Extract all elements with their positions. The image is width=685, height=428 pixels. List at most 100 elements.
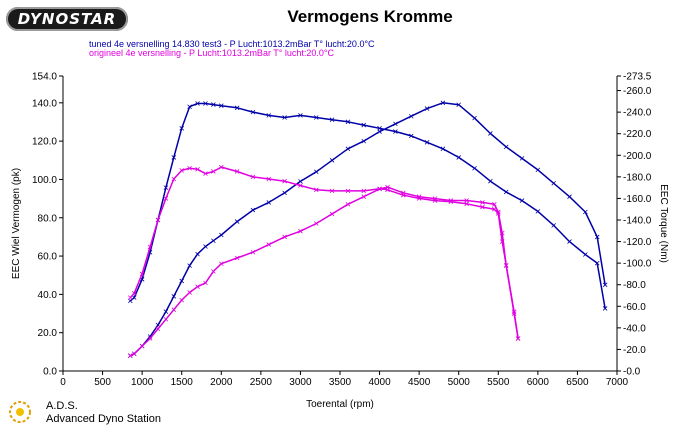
data-point (313, 221, 319, 226)
x-tick-label: 5000 (448, 377, 471, 388)
data-point (456, 155, 461, 160)
y-tick-label-right: -120.0 (623, 237, 652, 248)
data-point (448, 199, 454, 204)
x-tick-label: 500 (94, 377, 111, 388)
data-point (187, 263, 192, 268)
data-point (503, 144, 509, 150)
data-point (203, 244, 208, 249)
data-point (345, 202, 351, 207)
data-point (551, 180, 556, 186)
data-point (187, 165, 192, 171)
y-tick-label-right: -80.0 (623, 280, 646, 291)
data-point (282, 178, 287, 184)
data-point (345, 188, 351, 194)
data-point (440, 100, 446, 106)
series-line-1 (129, 186, 519, 357)
data-point (567, 194, 572, 199)
data-point (408, 113, 414, 119)
data-point (266, 113, 272, 118)
data-point (266, 242, 272, 247)
legend-entry-tuned: tuned 4e versnelling 14.830 test3 - P Lu… (89, 39, 375, 49)
data-point (250, 109, 256, 115)
data-point (282, 234, 287, 240)
data-point (594, 234, 600, 240)
data-point (187, 104, 192, 110)
data-point (266, 176, 272, 182)
data-point (503, 189, 509, 195)
y-tick-label-left: 140.0 (32, 98, 57, 109)
data-point (515, 336, 521, 341)
data-point (492, 202, 497, 207)
footer-name: A.D.S. (46, 400, 78, 412)
dynostar-logo: DYNOSTAR (6, 7, 128, 31)
data-point (298, 179, 303, 184)
y-tick-label-right: -273.5 (623, 72, 652, 83)
data-point (171, 294, 177, 299)
data-point (234, 255, 240, 261)
data-point (313, 187, 319, 193)
data-point (551, 223, 556, 228)
data-point (329, 211, 335, 217)
x-tick-label: 0 (60, 377, 66, 388)
data-point (250, 174, 256, 180)
data-point (567, 239, 572, 244)
data-point (416, 196, 422, 201)
y-tick-label-left: 20.0 (38, 328, 58, 339)
data-point (385, 187, 390, 193)
data-point (163, 196, 169, 201)
data-point (496, 211, 501, 216)
y-tick-label-left: 0.0 (43, 367, 57, 378)
data-point (211, 169, 216, 174)
y-tick-label-right: -140.0 (623, 215, 652, 226)
data-point (195, 284, 200, 289)
data-point (219, 164, 224, 170)
data-point (131, 351, 137, 357)
data-point (171, 176, 177, 182)
y-tick-label-left: 120.0 (32, 137, 57, 148)
y-tick-label-left: 154.0 (32, 72, 57, 83)
legend-entry-origineel: origineel 4e versnelling - P Lucht:1013.… (89, 48, 335, 58)
y-tick-label-right: -260.0 (623, 86, 652, 97)
y-tick-label-left: 80.0 (38, 213, 58, 224)
x-tick-label: 4000 (368, 377, 391, 388)
data-point (179, 168, 184, 173)
data-point (131, 291, 137, 296)
x-tick-label: 3000 (289, 377, 312, 388)
data-point (147, 336, 153, 341)
logo-text: DYNOSTAR (17, 10, 117, 28)
chart-title: Vermogens Kromme (287, 7, 453, 26)
data-point (424, 106, 430, 111)
x-tick-label: 2000 (210, 377, 233, 388)
data-point (163, 309, 169, 314)
data-point (179, 126, 184, 131)
data-point (602, 306, 608, 311)
data-point (377, 129, 382, 134)
y-tick-label-right: -60.0 (623, 302, 646, 313)
data-point (234, 169, 240, 174)
data-point (266, 200, 272, 205)
data-point (492, 206, 497, 212)
data-point (345, 119, 351, 125)
y-axis-label-right: EEC Torque (Nm) (658, 184, 669, 263)
data-point (211, 269, 216, 274)
y-tick-label-right: -180.0 (623, 172, 652, 183)
data-point (345, 146, 351, 152)
data-point (440, 146, 446, 152)
x-axis-label: Toerental (rpm) (306, 399, 374, 410)
x-tick-label: 7000 (606, 377, 629, 388)
data-point (511, 309, 517, 314)
data-point (298, 228, 303, 234)
data-point (131, 295, 137, 300)
data-point (535, 167, 541, 173)
y-tick-label-right: -240.0 (623, 108, 652, 119)
data-point (179, 297, 184, 303)
series-line-3 (129, 166, 519, 339)
series-line-2 (129, 102, 606, 309)
y-tick-label-right: -200.0 (623, 151, 652, 162)
data-point (171, 155, 177, 160)
data-point (219, 261, 224, 267)
y-tick-label-right: -40.0 (623, 323, 646, 334)
data-point (480, 200, 485, 205)
data-point (329, 188, 335, 194)
